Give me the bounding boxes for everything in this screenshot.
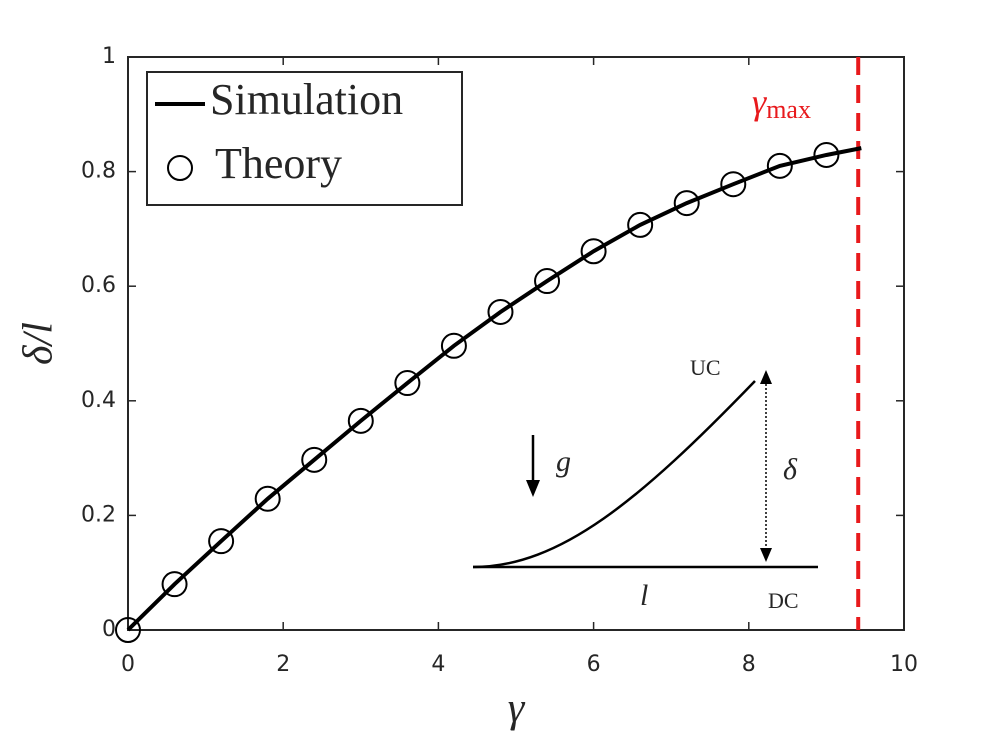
y-axis-label: δ/l xyxy=(16,322,62,365)
legend-label: Theory xyxy=(215,139,342,188)
y-tick-label: 0.8 xyxy=(81,159,116,184)
legend-label: Simulation xyxy=(210,75,403,124)
x-tick-label: 8 xyxy=(742,652,756,677)
x-tick-label: 0 xyxy=(121,652,135,677)
axes-box xyxy=(127,56,905,631)
theory-marker xyxy=(254,485,281,512)
inset-label: δ xyxy=(783,453,798,486)
x-tick-label: 4 xyxy=(431,652,445,677)
theory-marker xyxy=(766,152,793,179)
theory-marker xyxy=(627,211,654,238)
theory-marker xyxy=(534,268,561,295)
theory-marker xyxy=(580,238,607,265)
y-tick-label: 0.6 xyxy=(81,273,116,298)
label-symbol: γ xyxy=(752,82,767,122)
inset-label: l xyxy=(640,579,648,612)
theory-marker xyxy=(208,528,235,555)
theory-marker xyxy=(301,446,328,473)
theory-marker xyxy=(115,617,141,643)
gamma-max-label: γmax xyxy=(752,82,811,124)
x-tick-label: 10 xyxy=(890,652,918,677)
theory-marker xyxy=(487,298,514,325)
x-tick-label: 2 xyxy=(276,652,290,677)
y-tick-label: 0.4 xyxy=(81,388,116,413)
legend-box xyxy=(146,71,463,206)
x-axis-label: γ xyxy=(508,686,526,732)
y-tick-label: 0 xyxy=(102,617,116,642)
theory-marker xyxy=(440,332,467,359)
theory-marker xyxy=(161,571,188,598)
plot-area xyxy=(127,56,905,631)
inset-diagram: UC DC δ g l xyxy=(472,355,818,613)
theory-marker xyxy=(720,171,747,198)
theory-marker xyxy=(394,370,421,397)
gravity-arrowhead xyxy=(526,480,540,497)
label-subscript: max xyxy=(766,95,811,124)
y-tick-label: 1 xyxy=(102,44,116,69)
inset-curve xyxy=(472,380,756,569)
theory-marker xyxy=(673,190,700,217)
y-tick-label: 0.2 xyxy=(81,502,116,527)
inset-label: DC xyxy=(768,588,799,613)
x-tick-label: 6 xyxy=(587,652,601,677)
theory-marker xyxy=(347,407,374,434)
inset-label: g xyxy=(556,445,571,478)
legend-marker xyxy=(167,155,193,181)
simulation-line xyxy=(126,146,862,632)
theory-marker xyxy=(813,141,840,168)
inset-label: UC xyxy=(690,355,721,380)
